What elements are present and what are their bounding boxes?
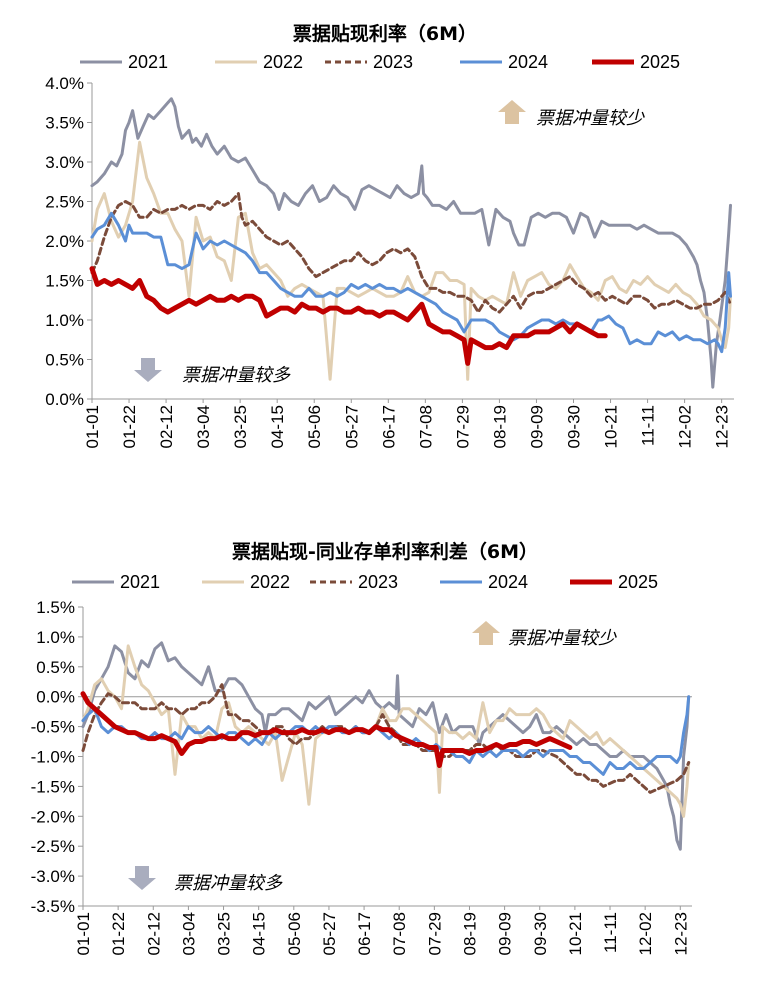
x-tick-label: 03-04 xyxy=(179,912,198,955)
series-line-2021 xyxy=(81,641,691,851)
x-tick-label: 05-06 xyxy=(305,405,324,448)
legend-label-2024: 2024 xyxy=(508,52,548,72)
x-tick-label: 12-02 xyxy=(676,405,695,448)
legend-label-2021: 2021 xyxy=(128,52,168,72)
x-tick-label: 04-15 xyxy=(268,405,287,448)
y-tick-label: 0.5% xyxy=(36,658,75,677)
x-tick-label: 10-21 xyxy=(602,405,621,448)
x-tick-label: 12-23 xyxy=(713,405,732,448)
x-tick-label: 03-25 xyxy=(231,405,250,448)
x-tick-label: 09-30 xyxy=(565,405,584,448)
x-tick-label: 07-29 xyxy=(453,405,472,448)
legend-label-2023: 2023 xyxy=(358,572,398,592)
x-tick-label: 06-17 xyxy=(379,405,398,448)
y-tick-label: 1.5% xyxy=(36,598,75,617)
x-tick-label: 03-25 xyxy=(215,912,234,955)
series-line-2021 xyxy=(90,97,732,389)
x-tick-label: 01-01 xyxy=(74,912,93,955)
x-tick-label: 01-22 xyxy=(109,912,128,955)
y-tick-label: 3.0% xyxy=(45,153,84,172)
y-tick-label: 0.0% xyxy=(45,390,84,409)
x-tick-label: 07-08 xyxy=(390,912,409,955)
series-line-2022 xyxy=(81,644,691,818)
x-tick-label: 10-21 xyxy=(566,912,585,955)
x-tick-label: 08-19 xyxy=(490,405,509,448)
legend: 2021 2022 2023 2024 2025 xyxy=(72,572,658,592)
annotation-up: 票据冲量较少 xyxy=(536,108,645,129)
y-tick-label: 1.0% xyxy=(36,628,75,647)
x-tick-label: 07-29 xyxy=(425,912,444,955)
arrow-up-icon xyxy=(498,100,526,124)
x-tick-label: 02-12 xyxy=(157,405,176,448)
x-tick-label: 01-22 xyxy=(120,405,139,448)
chart-title: 票据贴现-同业存单利率利差（6M） xyxy=(232,540,538,563)
series-line-2023 xyxy=(90,192,732,314)
y-tick-label: -1.0% xyxy=(31,748,75,767)
legend-label-2024: 2024 xyxy=(488,572,528,592)
x-tick-label: 11-11 xyxy=(601,912,620,953)
chart-title: 票据贴现利率（6M） xyxy=(293,22,477,45)
arrow-down-icon xyxy=(134,358,162,382)
arrow-up-icon xyxy=(472,621,500,645)
y-tick-label: 3.5% xyxy=(45,114,84,133)
legend-label-2022: 2022 xyxy=(263,52,303,72)
chart-discount-rate: 票据贴现利率（6M） 2021 2022 2023 2024 2025 0.0% 0.5% 1.… xyxy=(45,22,734,448)
series-line-2025 xyxy=(89,266,608,366)
x-tick-label: 07-08 xyxy=(416,405,435,448)
chart-discount-spread: 票据贴现-同业存单利率利差（6M） 2021 2022 2023 2024 2025 -3.… xyxy=(31,540,692,955)
x-tick-label: 06-17 xyxy=(355,912,374,955)
legend: 2021 2022 2023 2024 2025 xyxy=(80,52,680,72)
series-line-2023 xyxy=(81,683,691,794)
y-tick-label: 1.0% xyxy=(45,311,84,330)
x-tick-label: 05-06 xyxy=(285,912,304,955)
x-tick-label: 08-19 xyxy=(460,912,479,955)
y-tick-label: 2.0% xyxy=(45,232,84,251)
x-tick-label: 09-30 xyxy=(531,912,550,955)
legend-label-2022: 2022 xyxy=(250,572,290,592)
y-tick-label: -0.5% xyxy=(31,718,75,737)
x-tick-label: 03-04 xyxy=(194,405,213,448)
x-tick-label: 01-01 xyxy=(83,405,102,448)
legend-label-2023: 2023 xyxy=(373,52,413,72)
y-tick-label: -1.5% xyxy=(31,777,75,796)
x-tick-label: 12-02 xyxy=(636,912,655,955)
y-tick-label: 4.0% xyxy=(45,74,84,93)
arrow-down-icon xyxy=(128,866,156,890)
x-tick-label: 04-15 xyxy=(250,912,269,955)
x-tick-label: 12-23 xyxy=(671,912,690,955)
series-line-2024 xyxy=(90,211,732,354)
x-tick-label: 09-09 xyxy=(527,405,546,448)
legend-label-2021: 2021 xyxy=(120,572,160,592)
y-tick-label: 1.5% xyxy=(45,272,84,291)
x-tick-label: 11-11 xyxy=(639,405,658,446)
legend-label-2025: 2025 xyxy=(640,52,680,72)
annotation-up: 票据冲量较少 xyxy=(508,628,617,649)
y-tick-label: 0.5% xyxy=(45,351,84,370)
y-tick-label: 0.0% xyxy=(36,688,75,707)
y-tick-label: 2.5% xyxy=(45,193,84,212)
x-tick-label: 02-12 xyxy=(144,912,163,955)
x-tick-label: 05-27 xyxy=(320,912,339,955)
x-tick-label: 09-09 xyxy=(496,912,515,955)
x-tick-label: 05-27 xyxy=(342,405,361,448)
annotation-down: 票据冲量较多 xyxy=(174,873,283,894)
y-tick-label: -2.5% xyxy=(31,837,75,856)
annotation-down: 票据冲量较多 xyxy=(182,365,291,386)
legend-label-2025: 2025 xyxy=(618,572,658,592)
y-tick-label: -3.5% xyxy=(31,897,75,916)
y-tick-label: -3.0% xyxy=(31,867,75,886)
series-line-2022 xyxy=(90,140,732,381)
y-tick-label: -2.0% xyxy=(31,807,75,826)
series-line-2025 xyxy=(80,691,573,768)
